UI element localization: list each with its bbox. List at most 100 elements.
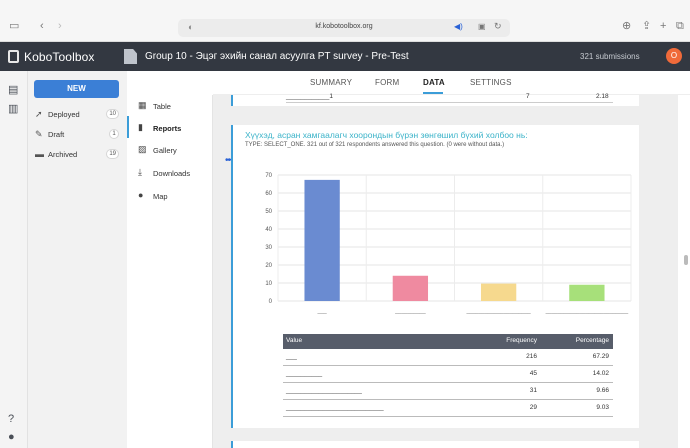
previous-question-card: ____________1 7 2.18 xyxy=(231,93,639,106)
gallery-icon: ▨ xyxy=(138,144,147,154)
tab-settings[interactable]: SETTINGS xyxy=(470,78,512,87)
new-tab-icon[interactable]: + xyxy=(660,20,667,32)
extension-icon[interactable]: ▣ xyxy=(478,22,486,31)
back-icon[interactable]: ‹ xyxy=(40,20,44,32)
more-options-icon[interactable]: ••• xyxy=(225,155,233,166)
cell-value: __________ xyxy=(286,370,323,377)
sidebar-item-count: 1 xyxy=(109,129,119,139)
header-percentage: Percentage xyxy=(575,337,609,344)
y-tick-label: 50 xyxy=(265,209,272,215)
reports-icon: ▮ xyxy=(138,122,143,132)
archive-icon: ▬ xyxy=(35,149,44,159)
subnav-label: Downloads xyxy=(153,169,191,178)
active-subnav-indicator xyxy=(127,116,129,138)
chart-bar[interactable] xyxy=(480,283,517,301)
kobo-logo-icon[interactable] xyxy=(8,50,19,63)
submissions-count: 321 submissions xyxy=(580,52,640,61)
table-row: ___ 216 67.29 xyxy=(283,349,613,366)
cell-frequency: 45 xyxy=(529,370,537,377)
rocket-icon: ➚ xyxy=(35,109,43,119)
table-icon: ▦ xyxy=(138,100,147,110)
header-frequency: Frequency xyxy=(506,337,537,344)
tab-summary[interactable]: SUMMARY xyxy=(310,78,353,87)
x-tick-label: _____________________ xyxy=(466,309,532,315)
project-tabs: SUMMARY FORM DATA SETTINGS xyxy=(213,71,690,95)
table-row: ___________________________ 29 9.03 xyxy=(283,400,613,417)
table-row: ____________1 7 2.18 xyxy=(286,93,613,103)
tab-data[interactable]: DATA xyxy=(423,78,445,87)
share-icon[interactable]: ⇪ xyxy=(642,20,652,32)
y-tick-label: 10 xyxy=(265,281,272,287)
subnav-label: Gallery xyxy=(153,146,177,155)
row-percentage: 2.18 xyxy=(596,93,609,100)
map-pin-icon: ● xyxy=(138,190,144,200)
projects-icon[interactable]: ▤ xyxy=(8,84,19,96)
user-avatar[interactable]: O xyxy=(666,48,682,64)
frequency-table: Value Frequency Percentage ___ 216 67.29… xyxy=(283,334,613,417)
sidebar-item-deployed[interactable]: ➚ Deployed 10 xyxy=(34,108,119,122)
scrollbar-thumb[interactable] xyxy=(684,255,688,265)
chart-bar[interactable] xyxy=(569,284,605,301)
cell-percentage: 67.29 xyxy=(592,353,609,360)
address-bar[interactable]: ◐ kf.kobotoolbox.org ◀) ▣ ↻ xyxy=(178,19,510,37)
privacy-shield-icon[interactable]: ◐ xyxy=(188,22,194,32)
cell-frequency: 31 xyxy=(529,387,537,394)
table-row: __________ 45 14.02 xyxy=(283,366,613,383)
y-tick-label: 60 xyxy=(265,191,272,197)
forward-icon[interactable]: › xyxy=(58,20,62,32)
subnav-label: Map xyxy=(153,192,168,201)
translate-icon[interactable]: ◀) xyxy=(454,22,463,31)
project-title: Group 10 - Эцэг эхийн санал асуулга PT s… xyxy=(145,51,409,62)
left-rail: ▤ ▥ ? ● xyxy=(0,71,28,448)
sidebar-item-draft[interactable]: ✎ Draft 1 xyxy=(34,128,119,142)
tab-form[interactable]: FORM xyxy=(375,78,400,87)
subnav-label: Table xyxy=(153,102,171,111)
sidebar-item-label: Draft xyxy=(48,130,65,139)
project-form-icon xyxy=(124,49,137,64)
header-value: Value xyxy=(286,337,303,344)
question-meta: TYPE: SELECT_ONE. 321 out of 321 respond… xyxy=(245,142,505,148)
reload-icon[interactable]: ↻ xyxy=(494,21,502,31)
cell-percentage: 14.02 xyxy=(592,370,609,377)
sidebar-item-count: 10 xyxy=(106,109,119,119)
cell-value: ___ xyxy=(286,353,297,360)
new-project-button[interactable]: NEW xyxy=(34,80,119,98)
browser-toolbar: ▭ ‹ › ◐ kf.kobotoolbox.org ◀) ▣ ↻ ⊕ ⇪ + … xyxy=(0,0,690,42)
library-icon[interactable]: ▥ xyxy=(8,103,19,115)
cell-percentage: 9.66 xyxy=(596,387,609,394)
github-icon[interactable]: ● xyxy=(8,431,15,443)
data-subnav: ▦ Table ▮ Reports ▨ Gallery ⤓ Downloads … xyxy=(127,95,213,448)
cell-percentage: 9.03 xyxy=(596,404,609,411)
row-frequency: 7 xyxy=(526,93,530,100)
sidebar-item-count: 19 xyxy=(106,149,119,159)
question-title: Хүүхэд, асран хамгаалагч хоорондын бүрэн… xyxy=(245,130,528,140)
help-icon[interactable]: ? xyxy=(8,413,15,425)
x-tick-label: ___ xyxy=(317,309,328,315)
sidebar-toggle-icon[interactable]: ▭ xyxy=(9,20,20,32)
chart-bar[interactable] xyxy=(392,275,429,301)
draft-icon: ✎ xyxy=(35,129,43,139)
next-question-card xyxy=(231,441,639,448)
app-logo-text[interactable]: KoboToolbox xyxy=(24,50,95,64)
cell-value: ___________________________ xyxy=(286,404,384,411)
projects-sidebar: NEW ➚ Deployed 10 ✎ Draft 1 ▬ Archived 1… xyxy=(28,71,127,448)
url-text: kf.kobotoolbox.org xyxy=(315,23,373,30)
table-row: _____________________ 31 9.66 xyxy=(283,383,613,400)
sidebar-item-label: Deployed xyxy=(48,110,80,119)
cell-value: _____________________ xyxy=(286,387,362,394)
row-value: ____________1 xyxy=(286,93,333,100)
y-tick-label: 20 xyxy=(265,263,272,269)
x-tick-label: __________ xyxy=(394,309,427,315)
tab-overview-icon[interactable]: ⧉ xyxy=(676,20,684,32)
subnav-label: Reports xyxy=(153,124,182,133)
download-icon[interactable]: ⊕ xyxy=(622,20,632,32)
sidebar-item-label: Archived xyxy=(48,150,78,159)
app-header: KoboToolbox Group 10 - Эцэг эхийн санал … xyxy=(0,42,690,71)
y-tick-label: 70 xyxy=(265,173,272,179)
cell-frequency: 29 xyxy=(529,404,537,411)
sidebar-item-archived[interactable]: ▬ Archived 19 xyxy=(34,148,119,162)
y-tick-label: 30 xyxy=(265,245,272,251)
chart-bar[interactable] xyxy=(304,179,340,301)
y-tick-label: 0 xyxy=(269,299,273,305)
table-header: Value Frequency Percentage xyxy=(283,334,613,349)
